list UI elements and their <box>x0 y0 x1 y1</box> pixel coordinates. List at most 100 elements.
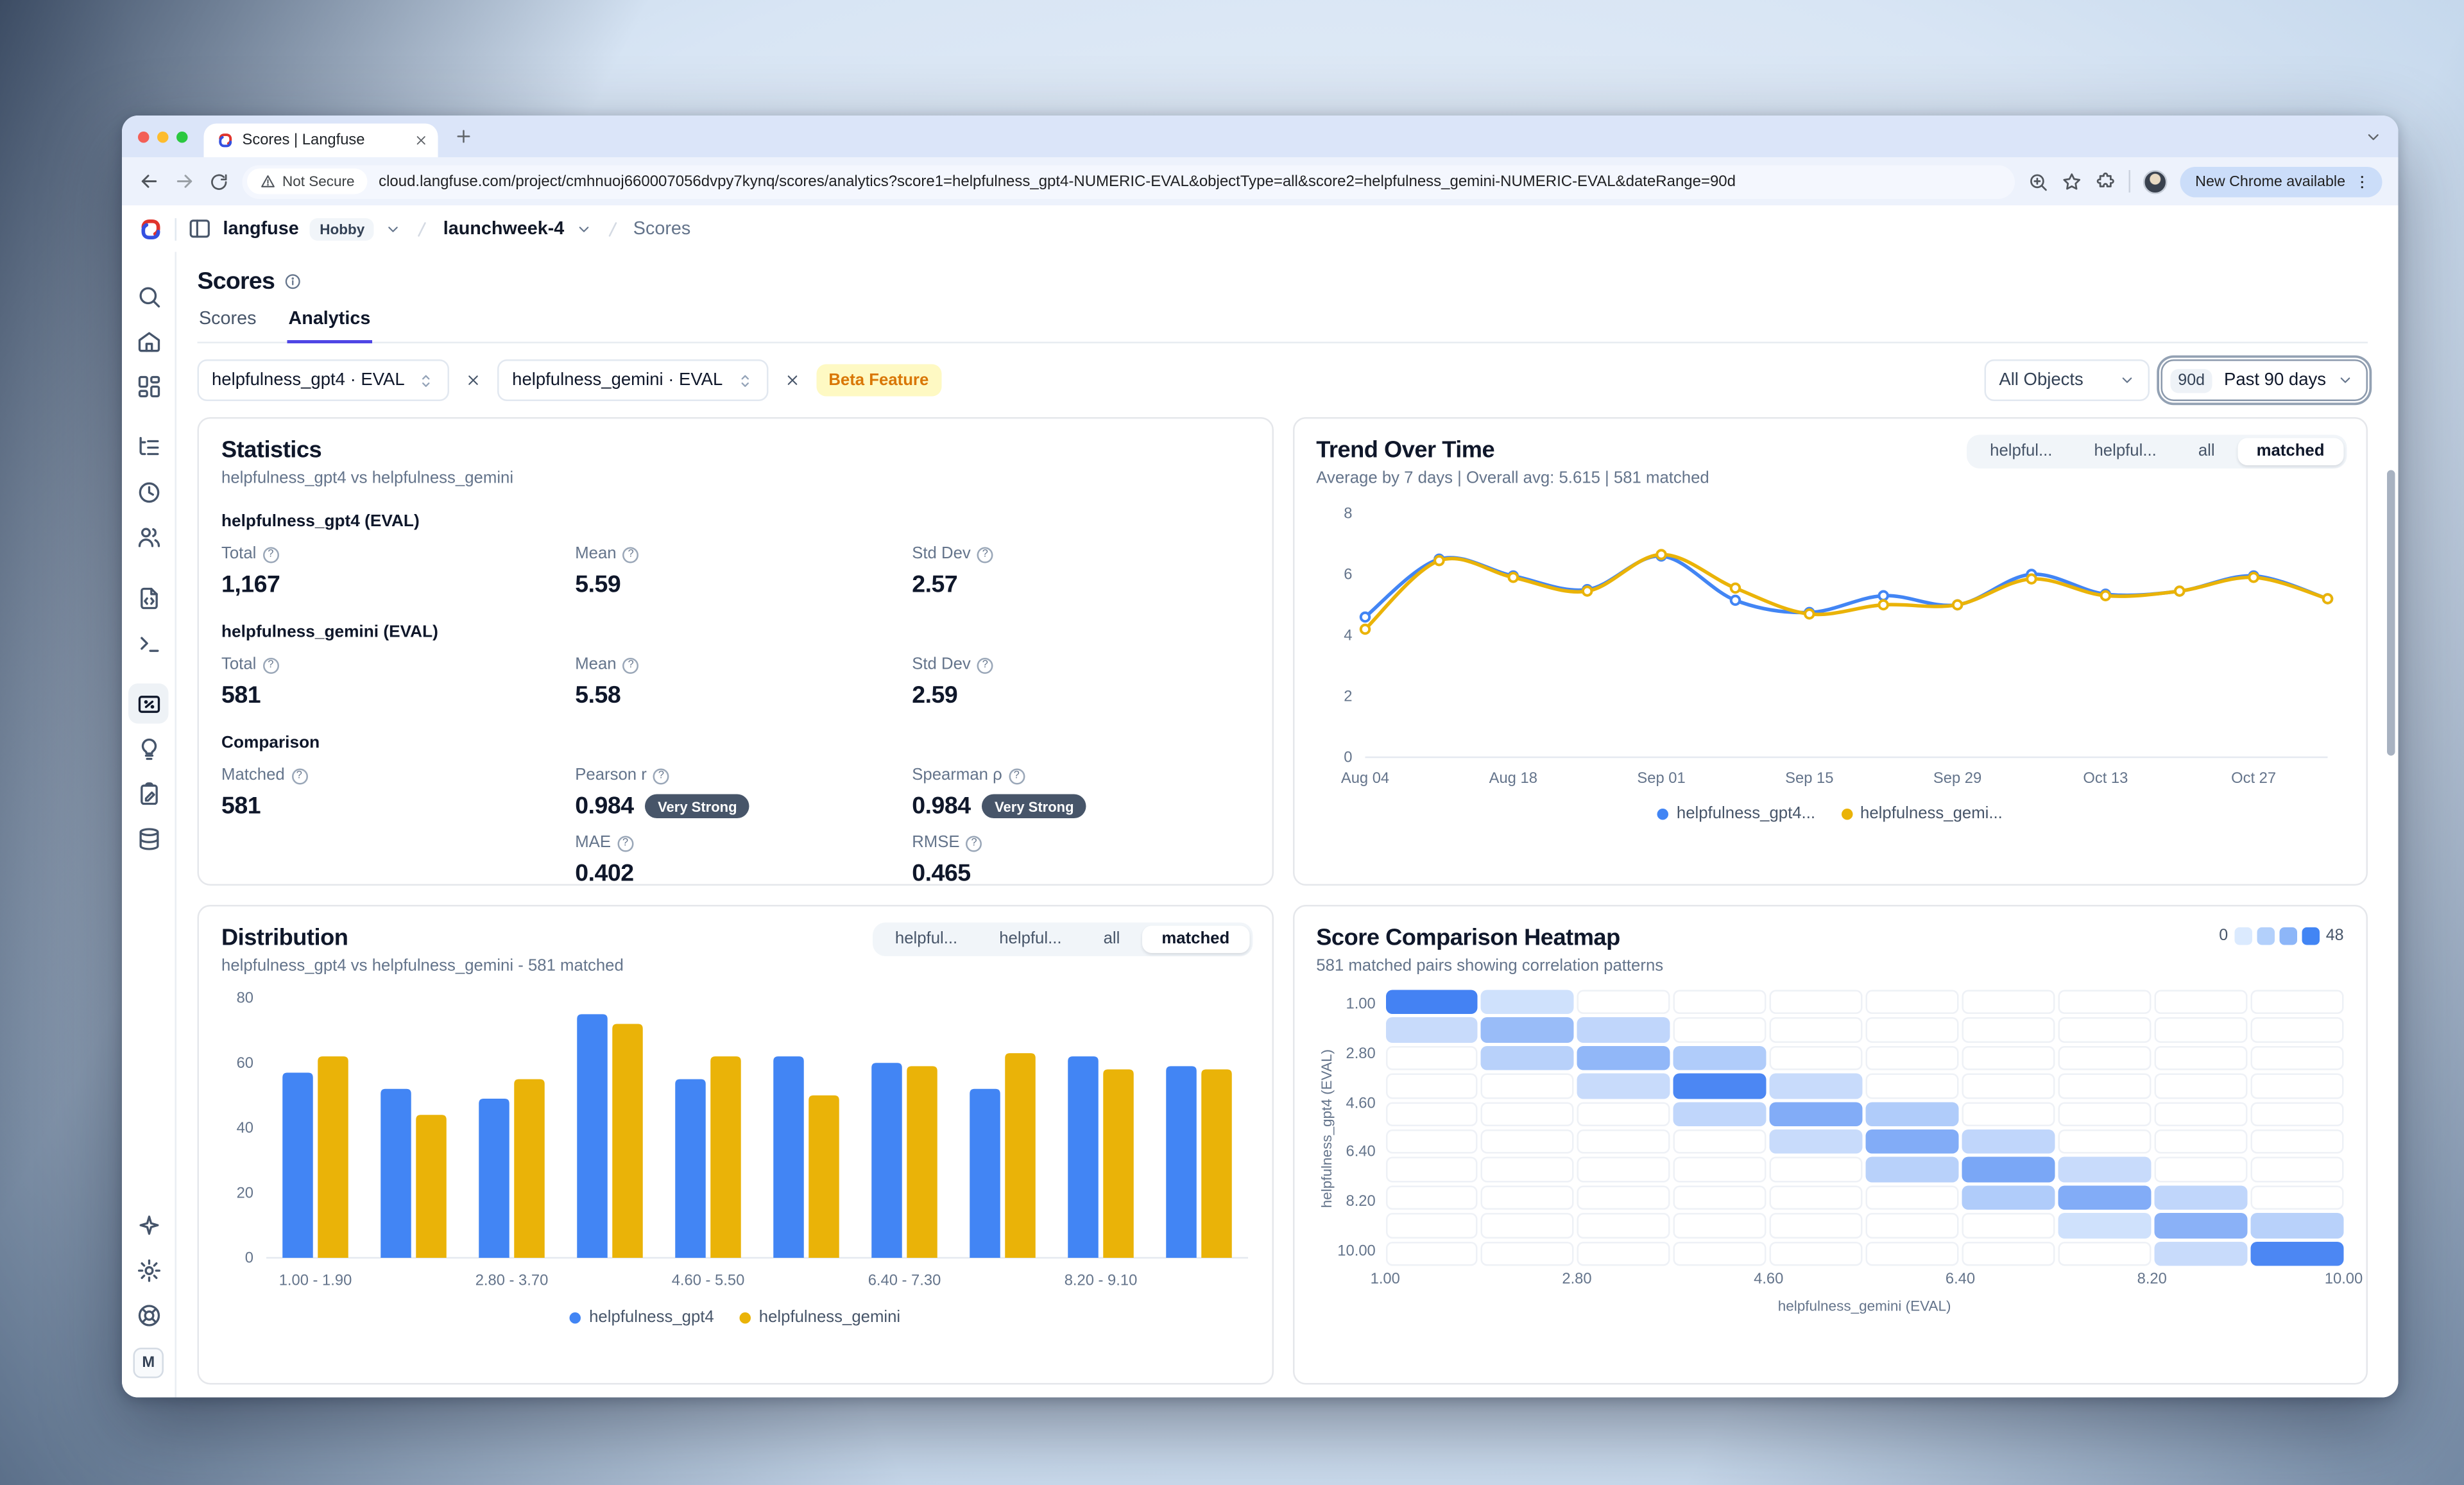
sidebar-item-scores[interactable] <box>128 683 169 724</box>
remove-score1-button[interactable] <box>461 372 486 388</box>
url-bar[interactable]: Not Secure cloud.langfuse.com/project/cm… <box>242 164 2016 198</box>
settings-icon <box>135 1257 161 1283</box>
page-scrollbar[interactable] <box>2387 470 2395 756</box>
heatmap-cell <box>1481 1045 1575 1070</box>
org-name[interactable]: langfuse <box>223 219 299 239</box>
heatmap-cell <box>2154 1129 2248 1155</box>
kebab-menu-icon[interactable] <box>2354 173 2372 191</box>
sidebar-item-home[interactable] <box>128 321 169 361</box>
breadcrumb-section: Scores <box>633 219 691 239</box>
sidebar-item-tracing[interactable] <box>128 427 169 467</box>
sidebar-item-search[interactable] <box>128 276 169 316</box>
help-icon[interactable]: ? <box>262 546 279 563</box>
heatmap-cell <box>2250 1017 2344 1043</box>
sidebar-item-annotation[interactable] <box>128 773 169 814</box>
svg-text:Oct 27: Oct 27 <box>2230 769 2275 787</box>
reload-icon[interactable] <box>209 171 230 192</box>
project-switcher-chevron-icon[interactable] <box>576 221 592 237</box>
breadcrumb-project[interactable]: launchweek-4 <box>443 219 565 239</box>
heatmap-cell <box>1577 1240 1671 1266</box>
heatmap-cell <box>1481 1157 1575 1182</box>
tab-scores[interactable]: Scores <box>199 309 257 329</box>
heatmap-cell <box>1962 1129 2055 1155</box>
sessions-icon <box>135 479 161 504</box>
close-window-button[interactable] <box>138 130 150 142</box>
heatmap-cell <box>1962 1240 2055 1266</box>
tab-search-icon[interactable] <box>2365 128 2383 146</box>
help-icon[interactable]: ? <box>653 768 669 784</box>
main-content: Scores Scores Analytics helpfulness_gpt4 … <box>176 252 2399 1398</box>
help-icon[interactable]: ? <box>617 835 634 852</box>
help-icon[interactable]: ? <box>262 657 279 673</box>
object-type-select[interactable]: All Objects <box>1984 359 2150 401</box>
close-tab-icon[interactable] <box>414 133 429 148</box>
trend-tab-2[interactable]: all <box>2198 443 2215 461</box>
help-icon[interactable]: ? <box>966 835 982 852</box>
back-icon[interactable] <box>138 170 160 193</box>
trend-tab-1[interactable]: helpful... <box>2094 443 2157 461</box>
zoom-icon[interactable] <box>2028 171 2049 192</box>
sidebar-item-playground[interactable] <box>128 622 169 663</box>
sidebar-toggle-icon[interactable] <box>188 217 212 241</box>
help-icon[interactable]: ? <box>622 657 639 673</box>
new-tab-button[interactable] <box>454 127 474 146</box>
heatmap-cell <box>2154 1157 2248 1182</box>
help-icon[interactable]: ? <box>1008 768 1025 784</box>
sidebar-item-datasets[interactable] <box>128 818 169 859</box>
tab-analytics[interactable]: Analytics <box>286 310 372 343</box>
user-avatar[interactable]: M <box>133 1348 164 1378</box>
sidebar-item-support[interactable] <box>128 1295 169 1335</box>
sidebar-item-evaluators[interactable] <box>128 728 169 769</box>
trend-tab-3[interactable]: matched <box>2237 438 2344 465</box>
distribution-tab-3[interactable]: matched <box>1142 925 1249 953</box>
stats-section-heading: helpfulness_gemini (EVAL) <box>221 622 438 642</box>
distribution-tab-1[interactable]: helpful... <box>999 931 1062 949</box>
app-header: langfuse Hobby launchweek-4 Scores <box>122 205 2399 252</box>
search-icon <box>135 283 161 309</box>
trend-tab-0[interactable]: helpful... <box>1990 443 2053 461</box>
heatmap-cell <box>1770 990 1863 1015</box>
browser-tab[interactable]: Scores | Langfuse <box>203 123 438 157</box>
chrome-update-button[interactable]: New Chrome available <box>2180 166 2383 197</box>
minimize-window-button[interactable] <box>157 130 169 142</box>
browser-toolbar: Not Secure cloud.langfuse.com/project/cm… <box>122 157 2399 205</box>
sidebar-item-dashboards[interactable] <box>128 366 169 406</box>
sidebar-item-settings[interactable] <box>128 1250 169 1291</box>
browser-tabstrip: Scores | Langfuse <box>122 116 2399 157</box>
score1-select[interactable]: helpfulness_gpt4 · EVAL <box>197 359 450 401</box>
date-range-select[interactable]: 90d Past 90 days <box>2160 359 2368 401</box>
legend-dot <box>739 1312 751 1324</box>
heatmap-cell <box>1481 1185 1575 1210</box>
help-icon[interactable]: ? <box>622 546 639 563</box>
distribution-tab-0[interactable]: helpful... <box>894 931 958 949</box>
distribution-tab-2[interactable]: all <box>1103 931 1120 949</box>
sidebar-item-users[interactable] <box>128 517 169 557</box>
heatmap-cell <box>1673 1157 1767 1182</box>
forward-icon[interactable] <box>173 170 196 193</box>
help-icon[interactable]: ? <box>291 768 307 784</box>
help-icon[interactable]: ? <box>977 546 993 563</box>
org-switcher-chevron-icon[interactable] <box>386 221 402 237</box>
distribution-bar-chart: 0 20 40 60 80 1.00 - 1.90 2.80 - 3.70 4.60 - 5.… <box>237 990 1248 1289</box>
extensions-icon[interactable] <box>2096 171 2117 192</box>
heatmap-cell <box>2154 990 2248 1015</box>
sidebar-item-sessions[interactable] <box>128 472 169 512</box>
heatmap-color-scale: 0 48 <box>2219 927 2344 945</box>
card-subtitle: 581 matched pairs showing correlation pa… <box>1316 957 1664 976</box>
heatmap-cell <box>1770 1157 1863 1182</box>
maximize-window-button[interactable] <box>176 130 188 142</box>
info-icon[interactable] <box>284 273 302 291</box>
bookmark-star-icon[interactable] <box>2062 171 2083 192</box>
sidebar-item-upgrade[interactable] <box>128 1205 169 1246</box>
browser-profile-avatar[interactable] <box>2144 169 2168 194</box>
site-security-chip[interactable]: Not Secure <box>247 168 368 194</box>
score2-select[interactable]: helpfulness_gemini · EVAL <box>497 359 768 401</box>
heatmap-cell <box>1481 1240 1575 1266</box>
sidebar-item-prompts[interactable] <box>128 578 169 618</box>
help-icon[interactable]: ? <box>977 657 993 673</box>
remove-score2-button[interactable] <box>779 372 805 388</box>
heatmap-cell <box>1673 1017 1767 1043</box>
heatmap-cell <box>1385 1157 1478 1182</box>
breadcrumb-separator <box>603 219 622 238</box>
metric-matched: Matched? 581 <box>221 767 575 820</box>
